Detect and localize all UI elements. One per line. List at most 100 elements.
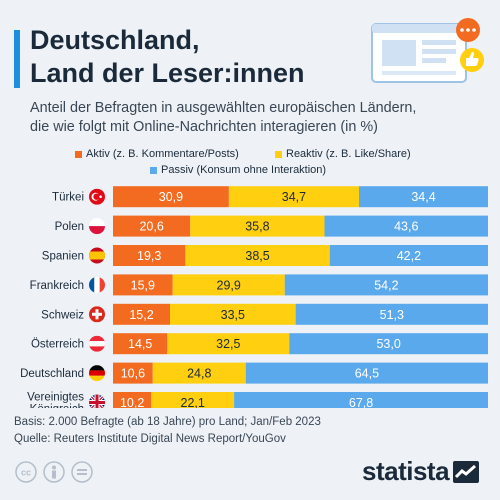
creative-commons-icons: cc (15, 461, 93, 483)
legend-swatch-reaktiv (275, 150, 282, 158)
source-note: Quelle: Reuters Institute Digital News R… (14, 433, 286, 445)
bar-segment (245, 362, 488, 384)
data-label: 54,2 (374, 278, 398, 292)
data-label: 35,8 (245, 220, 269, 234)
flag-uk-icon (89, 394, 105, 408)
data-label: 14,5 (128, 337, 152, 351)
legend-item-passiv: Passiv (Konsum ohne Interaktion) (150, 164, 326, 176)
category-label: Spanien (42, 251, 84, 263)
data-label: 15,2 (129, 308, 153, 322)
category-label: Österreich (31, 339, 84, 351)
data-label: 42,2 (397, 249, 421, 263)
flag-stripe-middle (89, 370, 105, 376)
category-label-line: Königreich (30, 404, 84, 409)
bar-segment (113, 392, 152, 408)
category-label-line: Vereinigtes (27, 392, 84, 404)
svg-text:cc: cc (21, 468, 31, 478)
equal-icon (71, 461, 93, 483)
data-label: 67,8 (349, 396, 373, 408)
flag-stripe-bottom (89, 226, 105, 235)
title-accent-bar (14, 30, 20, 88)
flag-germany-icon (89, 365, 105, 382)
bar-segment (113, 245, 186, 266)
flag-stripe-right (99, 276, 105, 293)
statista-logo: statista (362, 456, 480, 487)
flag-poland-icon (89, 218, 105, 235)
category-label: Deutschland (20, 368, 84, 380)
bar-segment (170, 303, 296, 325)
flag-body (89, 306, 105, 323)
cc-icon (15, 461, 37, 483)
chart-legend: Aktiv (z. B. Kommentare/Posts) Reaktiv (… (75, 148, 485, 180)
subtitle-line-2: die wie folgt mit Online-Nachrichten int… (30, 119, 378, 135)
bar-segment (152, 362, 246, 384)
flag-crescent-inner (93, 193, 100, 200)
data-label: 34,7 (282, 190, 306, 204)
flag-stripe-bottom (89, 375, 105, 382)
bar-segment (228, 186, 359, 208)
legend-label-reaktiv: Reaktiv (z. B. Like/Share) (286, 148, 411, 160)
bar-segment (185, 245, 330, 266)
category-label-line: Schweiz (41, 309, 84, 321)
legend-label-passiv: Passiv (Konsum ohne Interaktion) (161, 164, 327, 176)
data-label: 24,8 (187, 367, 211, 381)
bar-segment (113, 186, 229, 208)
category-label: Polen (55, 221, 84, 233)
data-label: 30,9 (159, 190, 183, 204)
flag-body (89, 247, 105, 264)
bar-segment (289, 333, 488, 355)
bar-segment (113, 333, 168, 355)
flag-body (89, 335, 105, 352)
category-label-line: Polen (55, 221, 84, 233)
data-label: 51,3 (380, 308, 404, 322)
bar-segment (172, 274, 285, 296)
title-line-1: Deutschland, (30, 25, 200, 55)
data-label: 32,5 (216, 337, 240, 351)
flag-body (89, 365, 105, 382)
page-title: Deutschland, Land der Leser:innen (30, 24, 305, 90)
flag-stripe-top (89, 218, 105, 227)
data-label: 64,5 (355, 367, 379, 381)
bar-segment (113, 215, 191, 237)
bar-segment (113, 303, 170, 325)
data-label: 22,1 (181, 396, 205, 408)
stacked-bar-chart: Türkei 30,9 34,7 34,4 Polen 20,6 35,8 43,6 Spani… (20, 186, 488, 409)
statista-mark-icon (453, 460, 480, 483)
bar-segment (329, 245, 488, 266)
data-label: 43,6 (394, 220, 418, 234)
category-label-line: Österreich (31, 339, 84, 351)
by-icon (43, 461, 65, 483)
flag-austria-icon (89, 335, 105, 352)
legend-item-reaktiv: Reaktiv (z. B. Like/Share) (275, 148, 411, 160)
data-label: 20,6 (139, 220, 163, 234)
subtitle: Anteil der Befragten in ausgewählten eur… (30, 99, 495, 137)
subtitle-line-1: Anteil der Befragten in ausgewählten eur… (30, 100, 417, 116)
flag-stripe-middle (89, 341, 105, 347)
bar-segment (324, 215, 488, 237)
flag-body (89, 276, 105, 293)
data-label: 53,0 (376, 337, 400, 351)
category-label: Schweiz (41, 309, 84, 321)
flag-france-icon (89, 276, 105, 293)
flag-stripe-middle (94, 276, 100, 293)
flag-cross-horizontal (92, 312, 102, 316)
flag-spain-icon (89, 247, 105, 264)
category-label: VereinigtesKönigreich (27, 392, 84, 409)
data-label: 38,5 (245, 249, 269, 263)
flag-stripe-left (89, 276, 95, 293)
title-line-2: Land der Leser:innen (30, 58, 305, 88)
flag-stripe-middle (89, 251, 105, 260)
data-label: 29,9 (217, 278, 241, 292)
bar-segment (295, 303, 488, 325)
bar-segment (284, 274, 488, 296)
bar-segment (113, 274, 173, 296)
category-label: Frankreich (30, 280, 84, 292)
legend-label-aktiv: Aktiv (z. B. Kommentare/Posts) (86, 148, 239, 160)
bar-segment (113, 362, 153, 384)
flag-body (89, 394, 105, 408)
data-label: 19,3 (137, 249, 161, 263)
flag-stripe-top (89, 365, 105, 371)
news-screen-illustration-icon (371, 18, 484, 83)
bar-segment (167, 333, 290, 355)
brand-wordmark: statista (362, 456, 450, 486)
